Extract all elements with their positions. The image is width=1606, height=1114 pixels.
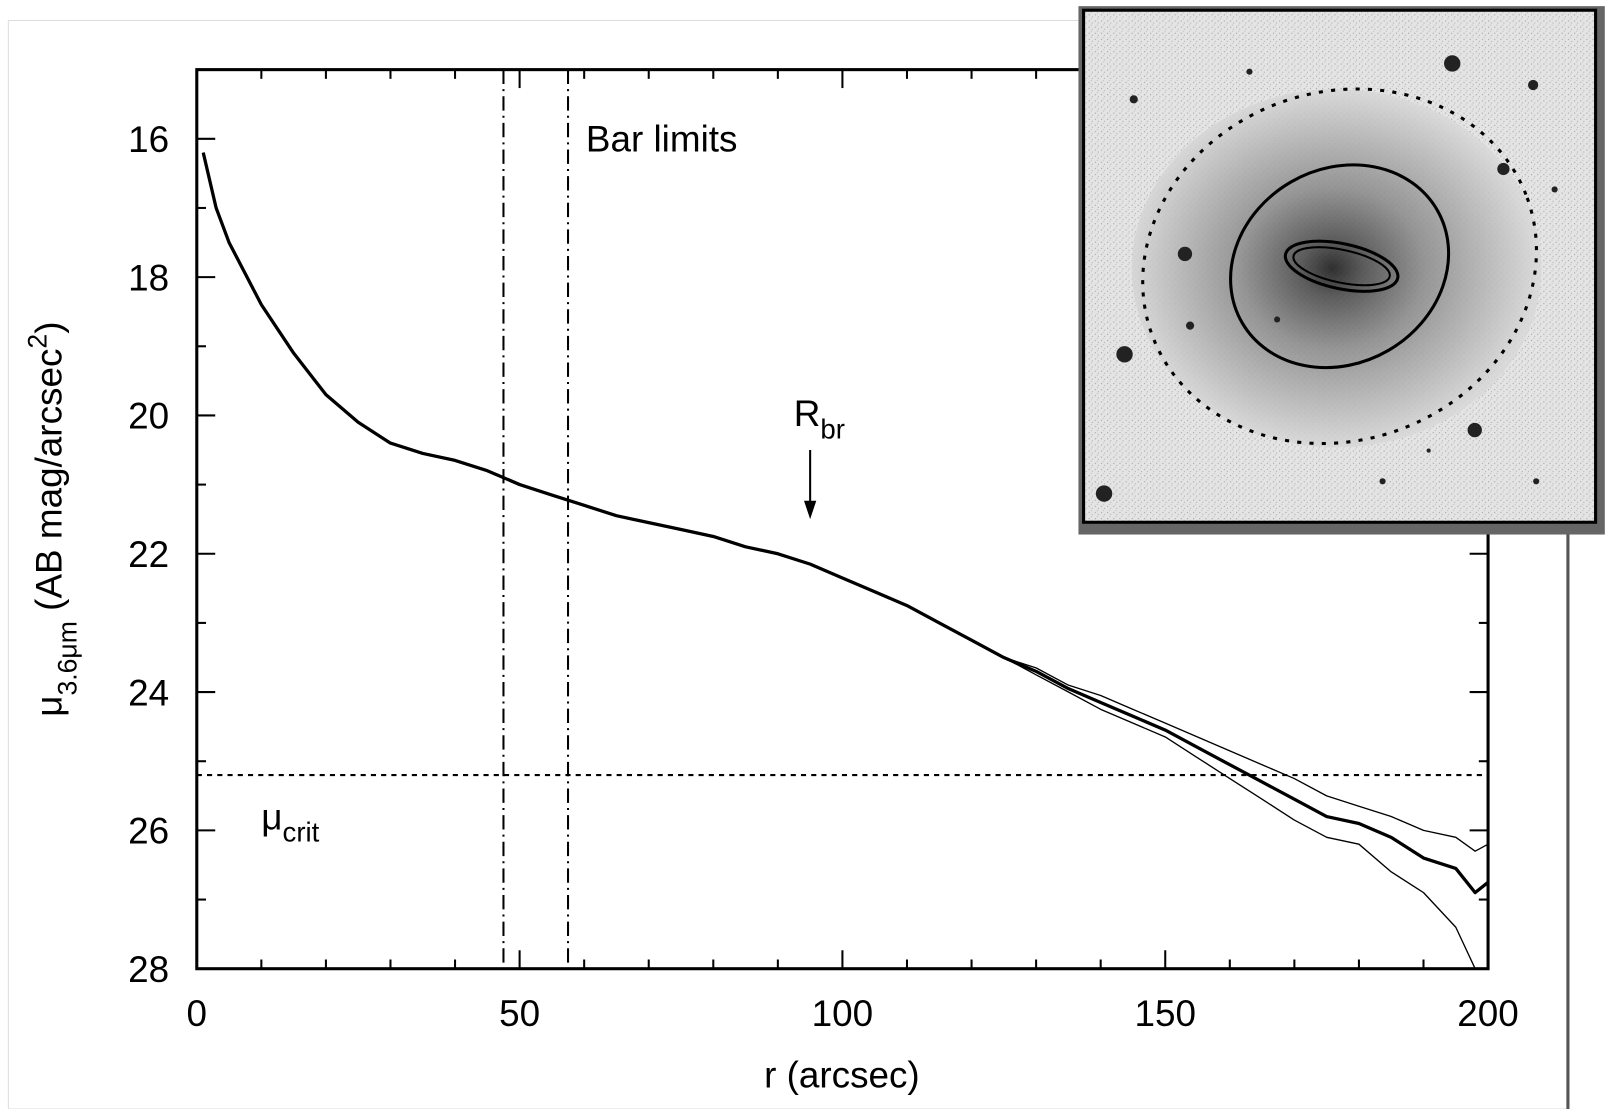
- ellipse-disk: [1229, 163, 1451, 370]
- y-axis-label: μ3.6μm (AB mag/arcsec2): [23, 322, 83, 717]
- annotation-subscript: br: [820, 413, 845, 444]
- y-tick-label: 16: [128, 119, 169, 160]
- galaxy: [1131, 89, 1542, 448]
- x-axis-label: r (arcsec): [764, 1054, 920, 1095]
- y-axis-label-part: (AB mag/arcsec: [29, 349, 70, 621]
- ellipse-bar-inner: [1292, 246, 1391, 287]
- y-tick-label: 20: [128, 396, 169, 437]
- x-tick-label: 100: [812, 993, 874, 1034]
- annotation: Rbr: [794, 393, 845, 444]
- y-axis-label-part: 2: [23, 334, 53, 349]
- y-tick-label: 28: [128, 949, 169, 990]
- annotation-text: Bar limits: [586, 119, 738, 160]
- annotation-text: μ: [261, 796, 282, 837]
- ellipse-bar-outer: [1283, 239, 1400, 293]
- x-tick-label: 50: [499, 993, 540, 1034]
- x-tick-label: 150: [1134, 993, 1195, 1034]
- profile-line: [202, 152, 1476, 969]
- y-tick-label: 18: [128, 257, 169, 298]
- annotation-subscript: crit: [283, 817, 320, 848]
- inset: [1078, 6, 1605, 535]
- break-arrow-head: [803, 500, 817, 520]
- x-tick-label: 200: [1457, 993, 1519, 1034]
- annotation: μcrit: [261, 796, 319, 847]
- y-tick-label: 26: [128, 811, 169, 852]
- annotation-text: R: [794, 393, 821, 434]
- y-axis-label-part: μ: [29, 696, 70, 717]
- y-axis-label-part: ): [29, 322, 70, 334]
- stars: [1095, 55, 1558, 502]
- y-tick-label: 22: [128, 534, 169, 575]
- y-tick-label: 24: [128, 672, 169, 713]
- x-tick-label: 0: [187, 993, 208, 1034]
- annotation: Bar limits: [586, 119, 738, 160]
- y-axis-label-part: 3.6μm: [53, 621, 83, 696]
- plot-area: 0 50 100 150 200 16 18 20 22 24 26 28 Bar limits Rbr μ…: [128, 68, 1519, 1034]
